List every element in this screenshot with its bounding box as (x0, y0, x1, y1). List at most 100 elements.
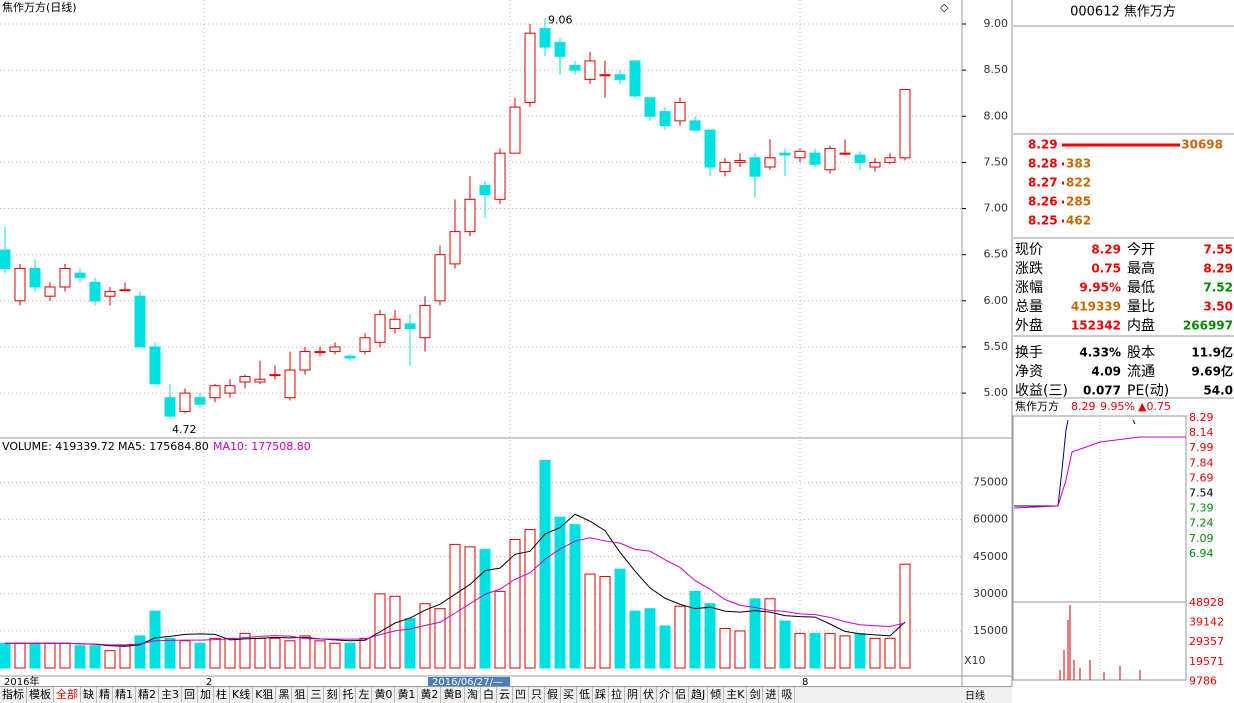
candle-body (809, 152, 821, 165)
volume-bar (749, 598, 761, 669)
indicator-tab[interactable]: 全部 (54, 687, 81, 703)
indicator-tab[interactable]: 淘 (465, 687, 481, 703)
indicator-tabs: 指标 模板 全部缺精精1 精2 主3 回加柱 K线 K狙黑狙三刻托左黄0 黄1 黄2 黄B 淘白云凹只… (0, 686, 962, 703)
minute-price-label: 7.39 (1189, 502, 1214, 515)
indicator-tab[interactable]: 凹 (513, 687, 529, 703)
y-tick-label: 6.50 (984, 248, 1009, 261)
indicator-tab[interactable]: 主3 (159, 687, 182, 703)
indicator-tab[interactable]: 伏 (641, 687, 657, 703)
candle-body (854, 154, 866, 163)
candle-body (299, 351, 311, 371)
volume-bar (254, 637, 266, 669)
indicator-tab[interactable]: 倾 (708, 687, 725, 703)
indicator-tab[interactable]: 模板 (27, 687, 54, 703)
stat-value: 419339 (1071, 300, 1121, 314)
volume-bar (524, 529, 536, 669)
indicator-tab[interactable]: 低 (577, 687, 593, 703)
indicator-tab[interactable]: 指标 (0, 687, 27, 703)
indicator-tab[interactable]: 黑 (276, 687, 293, 703)
indicator-tab[interactable]: 黄2 (418, 687, 442, 703)
volume-bar (794, 632, 806, 669)
indicator-tab[interactable]: 刻 (324, 687, 341, 703)
indicator-tab[interactable]: K狙 (253, 687, 277, 703)
volume-bar (359, 637, 371, 669)
volume-bar (584, 573, 596, 669)
candle-body (734, 160, 746, 163)
book-price: 8.29 (1028, 138, 1058, 152)
indicator-tab[interactable]: 只 (529, 687, 545, 703)
indicator-tab[interactable]: 主K (724, 687, 748, 703)
indicator-tab[interactable]: 缺 (81, 687, 97, 703)
quote-title: 000612 焦作万方 (1070, 4, 1176, 20)
volume-bar (629, 610, 641, 669)
indicator-tab[interactable]: 云 (497, 687, 513, 703)
minute-price-label: 8.29 (1189, 411, 1214, 424)
indicator-tab[interactable]: 精 (97, 687, 113, 703)
indicator-tab[interactable]: 精1 (113, 687, 136, 703)
stat-value: 9.95% (1079, 281, 1121, 295)
candle-body (464, 198, 476, 233)
indicator-tab[interactable]: 买 (561, 687, 577, 703)
icon[interactable]: ◇ (940, 1, 949, 14)
minute-price-label: 7.99 (1189, 441, 1214, 454)
indicator-tab[interactable]: 黄0 (372, 687, 396, 703)
indicator-tab[interactable]: 趋J (689, 687, 709, 703)
y-tick-label: 8.00 (984, 109, 1009, 122)
indicator-tab[interactable]: 狙 (292, 687, 309, 703)
indicator-tab[interactable]: 进 (763, 687, 780, 703)
period-tabs: 日线 (962, 686, 1012, 703)
indicator-tab[interactable]: 回 (182, 687, 198, 703)
book-qty: 822 (1066, 176, 1091, 190)
volume-bar (74, 645, 86, 669)
candle-body (344, 355, 356, 359)
indicator-tab[interactable]: 柱 (214, 687, 230, 703)
volume-bar (719, 627, 731, 669)
stat-label: 股本 (1127, 345, 1155, 361)
candle-body (59, 268, 71, 288)
indicator-tab[interactable]: 黄1 (395, 687, 419, 703)
candle-body (374, 314, 386, 343)
book-price: 8.26 (1028, 195, 1058, 209)
candle-body (719, 161, 731, 173)
indicator-tab[interactable]: 介 (657, 687, 673, 703)
indicator-tab[interactable]: 托 (340, 687, 357, 703)
ma-line (5, 513, 906, 647)
volume-legend: MA5: 175684.80 (118, 440, 209, 453)
stat-value: 3.50 (1203, 300, 1233, 314)
period-tab[interactable]: 日线 (965, 691, 985, 702)
volume-bar (644, 608, 656, 669)
minute-avg-line (1013, 436, 1186, 509)
indicator-tab[interactable]: 黄B (441, 687, 465, 703)
ma-line (5, 537, 906, 646)
indicator-tab[interactable]: 加 (198, 687, 214, 703)
candle-body (524, 32, 536, 103)
indicator-tab[interactable]: 剑 (747, 687, 764, 703)
indicator-tab[interactable]: 左 (356, 687, 373, 703)
candle-body (494, 152, 506, 200)
minute-price-label: 7.09 (1189, 532, 1214, 545)
volume-bar (689, 590, 701, 669)
volume-bar (119, 645, 131, 669)
candle-body (539, 28, 551, 48)
book-bar (1062, 143, 1180, 147)
indicator-tab[interactable]: 踩 (593, 687, 609, 703)
candle-body (764, 157, 776, 168)
book-bar (1062, 181, 1064, 185)
candle-body (644, 97, 656, 117)
stat-value: 54.0 (1203, 384, 1233, 398)
indicator-tab[interactable]: 拉 (609, 687, 625, 703)
indicator-tab[interactable]: K线 (230, 687, 254, 703)
x-tick-label: 2016/06/27/— (432, 677, 503, 686)
y-tick-label: 30000 (973, 587, 1008, 600)
indicator-tab[interactable]: 假 (545, 687, 561, 703)
indicator-tab[interactable]: 三 (308, 687, 325, 703)
indicator-tab[interactable]: 吸 (779, 687, 796, 703)
indicator-tab[interactable]: 白 (481, 687, 497, 703)
candle-body (0, 249, 11, 270)
indicator-tab[interactable]: 阴 (625, 687, 641, 703)
volume-bar (419, 603, 431, 669)
indicator-tab[interactable]: 侣 (673, 687, 689, 703)
volume-bar (224, 637, 236, 669)
indicator-tab[interactable]: 精2 (136, 687, 159, 703)
candle-body (209, 385, 221, 399)
